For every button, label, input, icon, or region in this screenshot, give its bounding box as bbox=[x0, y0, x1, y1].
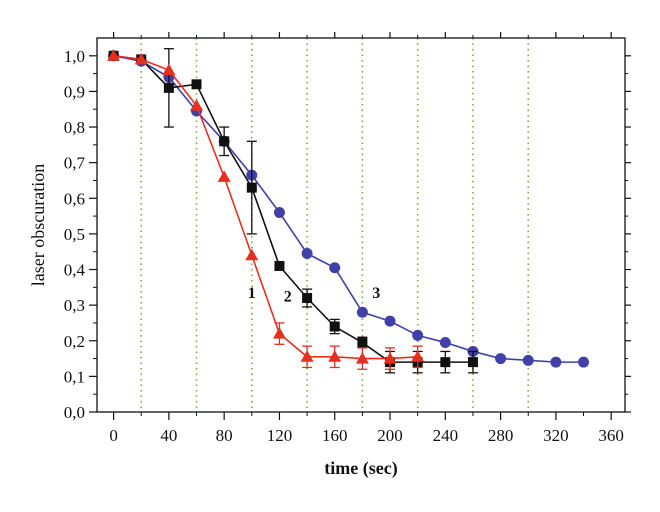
y-tick-label: 0,5 bbox=[64, 225, 85, 244]
data-point bbox=[329, 321, 340, 332]
series-label-3: 3 bbox=[372, 285, 380, 302]
data-point bbox=[190, 99, 204, 111]
x-tick-label: 120 bbox=[267, 426, 293, 445]
data-point bbox=[439, 337, 451, 349]
data-point bbox=[300, 350, 314, 362]
axes: 0 40 80 120 160 200 240 280 320 360 0,0 0,1 0,2 0,3 0,… bbox=[64, 32, 631, 445]
data-point bbox=[329, 262, 341, 274]
data-point bbox=[191, 79, 202, 90]
data-point bbox=[245, 248, 259, 261]
data-point bbox=[107, 49, 121, 61]
series-1-line bbox=[113, 55, 418, 360]
data-point bbox=[578, 356, 590, 368]
data-point bbox=[328, 350, 342, 362]
series-label-2: 2 bbox=[284, 289, 292, 306]
data-point bbox=[162, 63, 176, 76]
series-2-line bbox=[113, 55, 473, 363]
data-point bbox=[273, 207, 285, 219]
data-point bbox=[302, 293, 313, 304]
y-tick-label: 0,0 bbox=[64, 403, 85, 422]
y-tick-label: 0,8 bbox=[64, 118, 85, 137]
data-point bbox=[467, 357, 478, 368]
data-point bbox=[495, 353, 507, 365]
x-tick-label: 40 bbox=[160, 426, 177, 445]
series-2 bbox=[108, 48, 478, 374]
data-point bbox=[412, 329, 424, 341]
data-point bbox=[274, 260, 285, 271]
x-tick-label: 280 bbox=[488, 426, 514, 445]
x-tick-label: 80 bbox=[216, 426, 233, 445]
data-point bbox=[301, 247, 313, 259]
series-1 bbox=[107, 49, 425, 370]
x-tick-label: 360 bbox=[598, 426, 624, 445]
series-3 bbox=[108, 50, 590, 368]
data-point bbox=[440, 357, 451, 368]
data-point bbox=[219, 136, 230, 147]
series-3-line bbox=[113, 55, 584, 363]
x-tick-label: 320 bbox=[543, 426, 569, 445]
data-point bbox=[522, 354, 534, 366]
y-tick-label: 0,3 bbox=[64, 296, 85, 315]
x-tick-label: 160 bbox=[322, 426, 348, 445]
y-axis-title: laser obscuration bbox=[28, 164, 48, 286]
data-point bbox=[134, 52, 148, 65]
x-tick-label: 240 bbox=[433, 426, 459, 445]
data-point bbox=[357, 337, 368, 348]
data-point bbox=[217, 170, 231, 182]
series-layer bbox=[107, 48, 590, 374]
x-tick-label: 0 bbox=[109, 426, 118, 445]
y-tick-label: 0,1 bbox=[64, 367, 85, 386]
annotations: 1 2 3 bbox=[248, 285, 380, 306]
data-point bbox=[272, 327, 286, 339]
data-point bbox=[384, 315, 396, 327]
y-tick-label: 0,2 bbox=[64, 332, 85, 351]
x-tick-label: 200 bbox=[377, 426, 403, 445]
plot-frame bbox=[96, 37, 626, 413]
y-tick-label: 0,7 bbox=[64, 154, 86, 173]
data-point bbox=[550, 356, 562, 368]
data-point bbox=[355, 352, 369, 364]
y-tick-label: 0,9 bbox=[64, 82, 85, 101]
data-point bbox=[411, 350, 425, 362]
y-tick-label: 1,0 bbox=[64, 47, 85, 66]
y-tick-label: 0,6 bbox=[64, 189, 85, 208]
x-axis-title: time (sec) bbox=[324, 458, 397, 479]
data-point bbox=[383, 352, 397, 364]
data-point bbox=[356, 306, 368, 318]
series-label-1: 1 bbox=[248, 285, 256, 302]
data-point bbox=[246, 182, 257, 193]
data-point bbox=[163, 82, 174, 93]
y-tick-label: 0,4 bbox=[64, 261, 86, 280]
